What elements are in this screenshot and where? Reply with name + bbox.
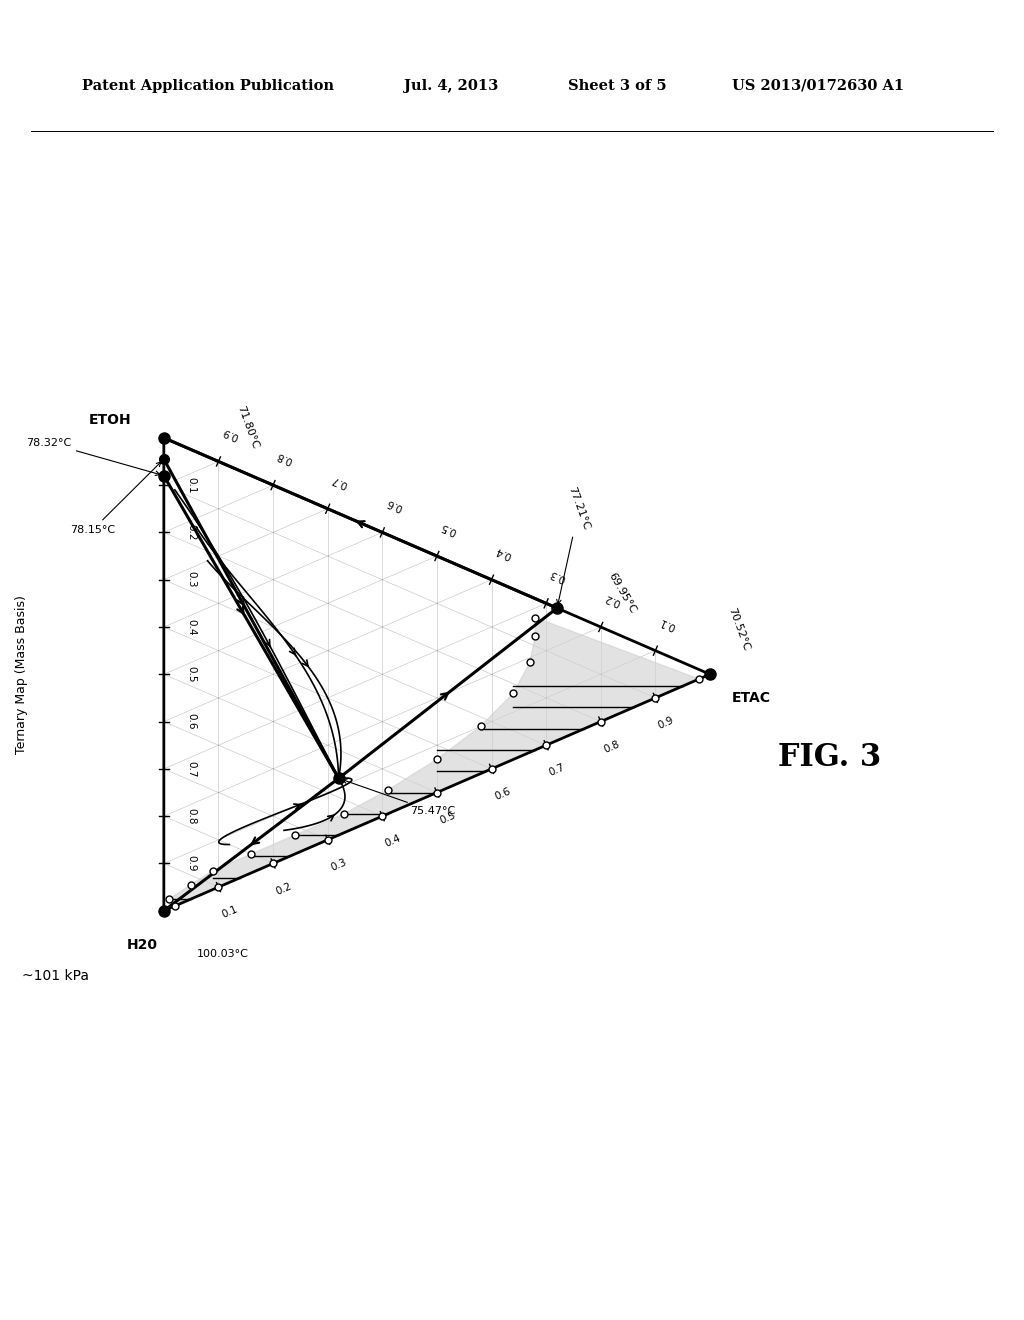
Text: 0.5: 0.5 [186,667,197,682]
Text: 0.6: 0.6 [186,713,197,730]
Text: 0.3: 0.3 [329,857,348,873]
Text: 0.2: 0.2 [274,880,294,896]
Text: 71.80°C: 71.80°C [234,404,260,450]
Text: 0.8: 0.8 [602,739,622,755]
Text: 0.7: 0.7 [186,760,197,777]
Text: 0.7: 0.7 [330,474,349,488]
Text: 0.4: 0.4 [186,619,197,635]
Text: ETOH: ETOH [88,413,131,426]
Text: Sheet 3 of 5: Sheet 3 of 5 [568,79,667,92]
Text: 0.8: 0.8 [186,808,197,825]
Text: 0.5: 0.5 [439,520,459,536]
Text: 0.2: 0.2 [603,591,623,607]
Text: Patent Application Publication: Patent Application Publication [82,79,334,92]
Text: 0.7: 0.7 [548,763,566,779]
Text: 0.6: 0.6 [385,496,403,512]
Text: 0.9: 0.9 [186,855,197,871]
Text: 75.47°C: 75.47°C [342,779,455,816]
Text: 0.5: 0.5 [438,809,458,825]
Text: 69.95°C: 69.95°C [606,572,637,615]
Text: 0.2: 0.2 [186,524,197,541]
Polygon shape [169,618,699,906]
Text: 0.6: 0.6 [493,787,512,801]
Text: 77.21°C: 77.21°C [557,486,591,605]
Text: 78.32°C: 78.32°C [26,438,160,475]
Text: ~101 kPa: ~101 kPa [22,969,89,983]
Text: 0.4: 0.4 [494,544,513,560]
Text: 0.1: 0.1 [186,477,197,494]
Text: 100.03°C: 100.03°C [197,949,249,960]
Text: 0.1: 0.1 [657,615,677,631]
Text: 0.3: 0.3 [549,568,567,583]
Text: 0.8: 0.8 [275,450,295,466]
Text: 0.1: 0.1 [220,904,239,920]
Text: US 2013/0172630 A1: US 2013/0172630 A1 [732,79,904,92]
Text: FIG. 3: FIG. 3 [778,742,882,774]
Text: ETAC: ETAC [732,690,771,705]
Text: Ternary Map (Mass Basis): Ternary Map (Mass Basis) [15,595,29,754]
Text: Jul. 4, 2013: Jul. 4, 2013 [404,79,499,92]
Text: 0.9: 0.9 [221,426,240,442]
Text: 70.52°C: 70.52°C [726,607,752,652]
Text: 0.4: 0.4 [384,833,402,849]
Text: 0.9: 0.9 [656,715,676,731]
Text: H20: H20 [127,939,158,952]
Text: 78.15°C: 78.15°C [71,462,161,535]
Text: 0.3: 0.3 [186,572,197,587]
